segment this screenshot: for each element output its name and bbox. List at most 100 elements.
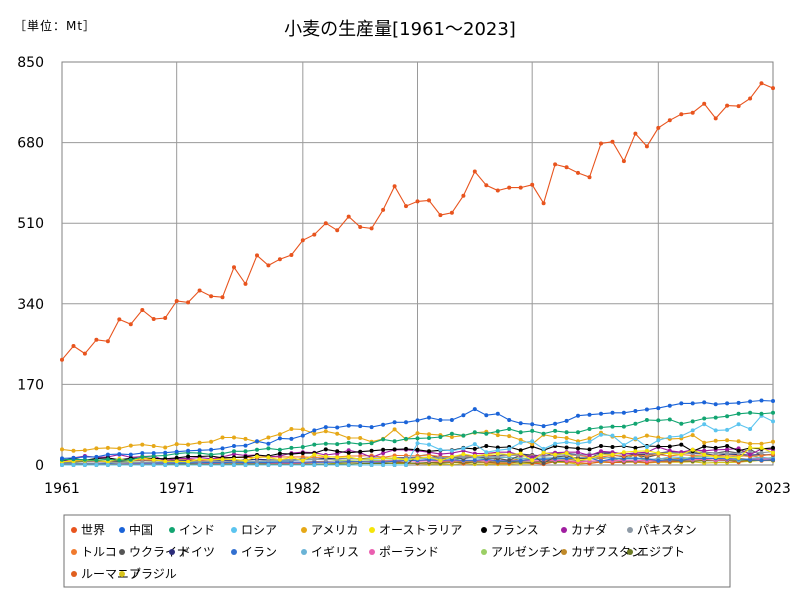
data-point [392,439,397,444]
data-point [667,457,672,462]
data-point [759,458,764,463]
data-point [667,451,672,456]
data-point [725,427,730,432]
data-point [553,452,558,457]
data-point [415,418,420,423]
data-point [564,436,569,440]
data-point [633,456,638,461]
data-point [140,463,145,467]
data-point [335,228,340,233]
data-point [530,455,535,460]
data-point [312,232,317,237]
data-point [358,225,363,229]
data-point [381,456,386,461]
legend-label: イラン [241,545,277,559]
data-point [300,458,305,463]
legend-item: オーストラリア [369,523,462,537]
data-point [323,463,328,467]
data-point [427,415,431,420]
data-point [438,213,443,218]
data-point [346,463,351,467]
data-point [312,457,317,462]
data-point [472,446,477,451]
data-point [369,460,374,465]
data-point [553,421,558,426]
data-point [381,447,386,452]
data-point [461,446,466,451]
data-point [427,198,431,203]
legend-marker [481,527,487,533]
data-point [725,438,730,443]
data-point [197,440,202,445]
data-point [748,399,753,404]
series-2 [60,410,775,463]
data-point [644,144,649,149]
data-point [759,445,764,450]
data-point [656,435,661,440]
data-point [346,423,351,428]
data-point [530,428,535,433]
data-point [621,443,626,448]
legend-item: カザフスタン [561,545,643,559]
data-point [633,436,638,441]
data-point [117,452,122,457]
data-point [484,450,489,455]
data-point [415,431,420,436]
data-point [472,407,477,412]
data-point [105,445,110,450]
data-point [736,400,741,405]
data-point [690,433,695,438]
data-point [128,443,133,448]
data-point [541,457,546,462]
data-point [140,454,145,459]
data-point [771,86,775,91]
legend-label: ポーランド [379,545,439,559]
data-point [702,416,707,421]
legend-label: 世界 [81,523,105,537]
data-point [621,434,626,439]
data-point [323,447,328,452]
data-point [323,454,328,459]
data-point [495,188,500,193]
data-point [621,424,626,429]
data-point [679,458,684,463]
legend-label: カナダ [571,522,607,537]
data-point [128,452,133,457]
data-point [312,460,317,465]
data-point [289,455,294,460]
data-point [449,431,454,436]
data-point [392,459,397,464]
x-tick-label: 2013 [641,481,677,497]
legend-item: アルゼンチン [481,545,563,559]
data-point [461,413,466,418]
data-point [771,445,775,450]
data-point [163,445,168,450]
data-point [667,435,672,439]
legend-marker [561,527,567,533]
legend-label: ブラジル [129,566,177,581]
legend-item: 中国 [119,522,153,537]
data-point [702,452,707,457]
data-point [94,454,99,459]
data-point [415,436,420,441]
data-point [186,463,191,467]
data-point [736,411,741,416]
legend-marker [561,549,567,555]
data-point [358,424,363,429]
data-point [553,435,558,439]
data-point [438,455,443,460]
legend-item: フランス [481,523,539,537]
data-point [312,428,317,433]
data-point [736,439,741,444]
data-point [289,463,294,467]
data-point [438,435,443,439]
data-point [232,463,236,467]
data-point [94,446,99,451]
data-point [266,263,271,268]
data-point [255,439,259,444]
data-point [576,430,580,435]
data-point [174,459,179,464]
data-point [415,441,420,446]
data-point [736,422,741,427]
